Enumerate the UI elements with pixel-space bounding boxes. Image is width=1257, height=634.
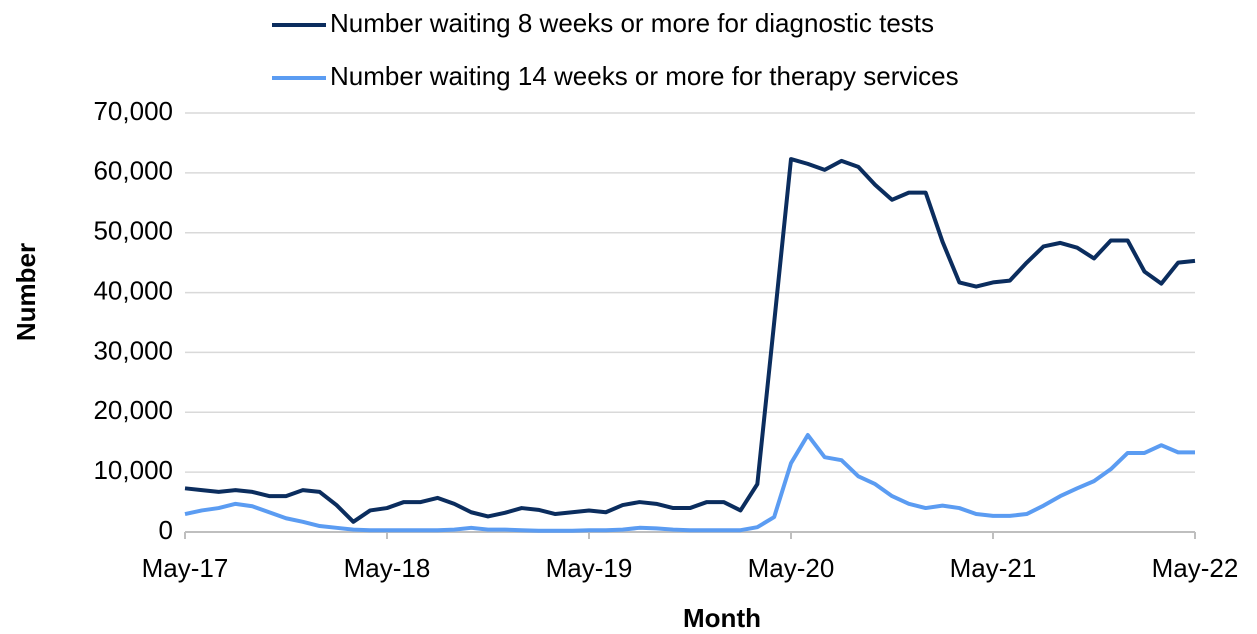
y-tick-label: 70,000	[93, 96, 173, 126]
legend-label: Number waiting 8 weeks or more for diagn…	[330, 8, 934, 38]
y-tick-label: 40,000	[93, 275, 173, 305]
x-axis-label: Month	[683, 603, 761, 633]
y-axis-label: Number	[11, 243, 41, 341]
data-line	[184, 433, 1195, 533]
x-tick-label: May-17	[142, 553, 229, 583]
y-tick-label: 0	[159, 515, 173, 545]
x-tick-label: May-20	[748, 553, 835, 583]
y-tick-label: 10,000	[93, 455, 173, 485]
data-line	[184, 157, 1196, 524]
x-tick-label: May-19	[546, 553, 633, 583]
y-tick-label: 60,000	[93, 156, 173, 186]
x-tick-label: May-22	[1152, 553, 1239, 583]
legend-label: Number waiting 14 weeks or more for ther…	[330, 61, 959, 91]
y-tick-label: 20,000	[93, 395, 173, 425]
x-tick-label: May-18	[344, 553, 431, 583]
y-tick-label: 50,000	[93, 216, 173, 246]
y-tick-label: 30,000	[93, 335, 173, 365]
x-tick-label: May-21	[950, 553, 1037, 583]
